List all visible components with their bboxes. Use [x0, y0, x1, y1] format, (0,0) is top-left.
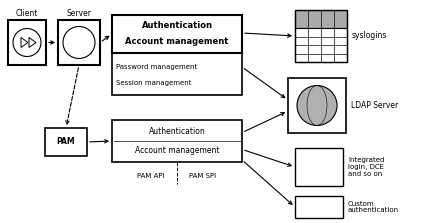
- Bar: [112, 120, 242, 162]
- Bar: [112, 15, 242, 53]
- Text: Client: Client: [16, 9, 38, 18]
- Text: PAM: PAM: [57, 138, 75, 147]
- Bar: [288, 78, 346, 133]
- Bar: [112, 15, 242, 95]
- Bar: [295, 196, 343, 218]
- Circle shape: [297, 85, 337, 126]
- Text: PAM API: PAM API: [138, 173, 165, 179]
- Text: Custom
authentication: Custom authentication: [348, 200, 399, 213]
- Text: syslogins: syslogins: [352, 31, 387, 41]
- Text: Authentication: Authentication: [149, 127, 205, 136]
- Text: Account management: Account management: [135, 146, 219, 155]
- Text: Integrated
login, DCE
and so on: Integrated login, DCE and so on: [348, 157, 384, 177]
- Bar: [45, 128, 87, 156]
- Text: LDAP Server: LDAP Server: [351, 101, 398, 110]
- Bar: [8, 20, 46, 65]
- Text: Session management: Session management: [116, 80, 192, 86]
- Text: Server: Server: [67, 9, 91, 18]
- Bar: [295, 10, 347, 62]
- Bar: [295, 10, 347, 28]
- Circle shape: [63, 27, 95, 58]
- Bar: [295, 148, 343, 186]
- Text: PAM SPI: PAM SPI: [189, 173, 216, 179]
- Bar: [295, 28, 347, 62]
- Text: Password management: Password management: [116, 64, 197, 70]
- Text: Authentication: Authentication: [141, 21, 213, 29]
- Text: Account management: Account management: [125, 37, 229, 45]
- Circle shape: [13, 29, 41, 56]
- Bar: [58, 20, 100, 65]
